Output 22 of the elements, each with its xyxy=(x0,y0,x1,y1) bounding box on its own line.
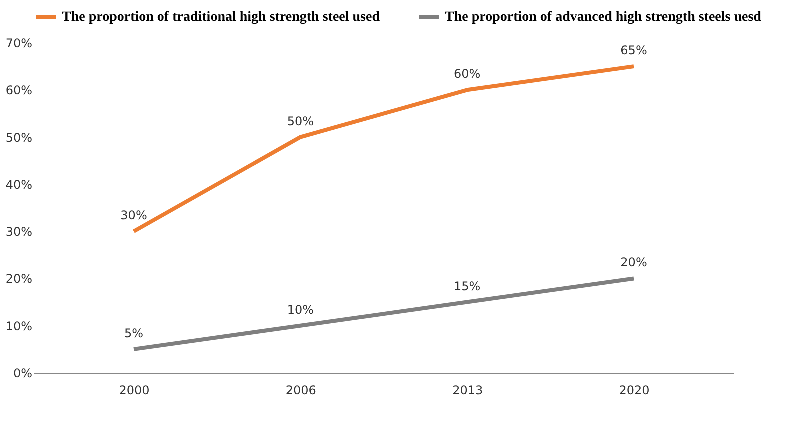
data-label: 5% xyxy=(124,326,144,340)
data-label: 10% xyxy=(287,302,314,317)
y-tick-label: 20% xyxy=(6,272,32,286)
data-label: 65% xyxy=(620,44,648,58)
data-label: 15% xyxy=(454,279,481,294)
y-tick-label: 0% xyxy=(13,366,32,380)
x-tick-label: 2020 xyxy=(619,384,650,398)
x-tick-label: 2013 xyxy=(452,384,484,398)
data-label: 60% xyxy=(454,67,481,82)
data-label: 50% xyxy=(287,114,314,128)
data-label: 20% xyxy=(620,256,648,270)
y-tick-label: 50% xyxy=(6,130,32,145)
x-tick-label: 2006 xyxy=(286,384,316,398)
legend-label: The proportion of traditional high strength steel used xyxy=(62,10,380,25)
y-tick-label: 70% xyxy=(6,36,32,50)
x-tick-label: 2000 xyxy=(119,384,150,398)
y-tick-label: 40% xyxy=(6,178,32,192)
data-label: 30% xyxy=(120,208,148,223)
legend-label: The proportion of advanced high strength steels uesd xyxy=(445,10,762,25)
y-tick-label: 10% xyxy=(6,319,32,334)
y-tick-label: 60% xyxy=(6,84,32,98)
y-tick-label: 30% xyxy=(6,225,32,240)
